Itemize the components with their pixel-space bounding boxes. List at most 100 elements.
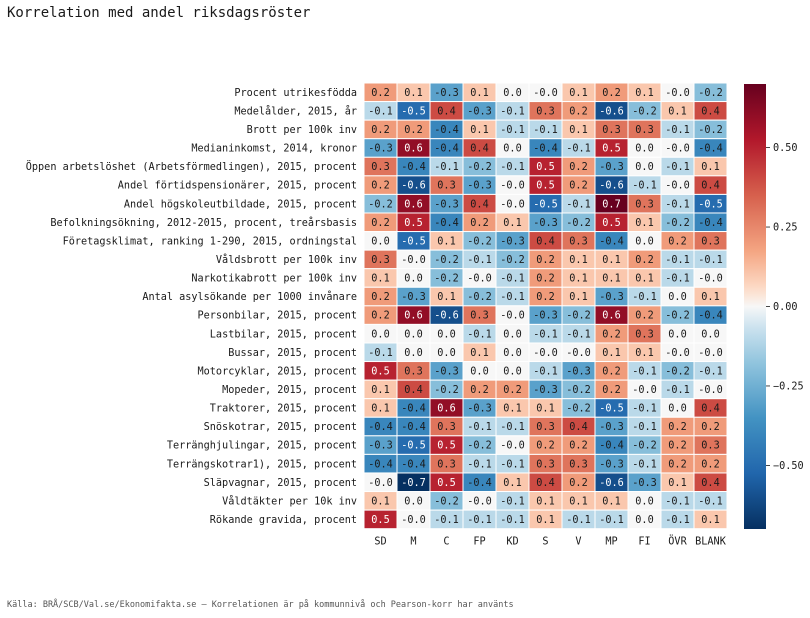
cell-value-label: -0.2	[566, 218, 591, 229]
row-label: Medelålder, 2015, år	[234, 104, 357, 117]
cell-value-label: -0.2	[566, 311, 591, 322]
cell-value-label: -0.1	[566, 515, 591, 526]
cell-value-label: -0.3	[401, 292, 426, 303]
cell-value-label: 0.4	[437, 106, 455, 117]
cell-value-label: 0.3	[635, 125, 653, 136]
cell-value-label: 0.2	[569, 106, 587, 117]
cell-value-label: 0.2	[371, 88, 389, 99]
row-label: Andel förtidspensionärer, 2015, procent	[118, 181, 357, 192]
cell-value-label: -0.4	[401, 422, 426, 433]
cell-value-label: -0.4	[599, 441, 624, 452]
cell-value-label: -0.3	[599, 422, 624, 433]
cell-value-label: 0.5	[437, 441, 455, 452]
cell-value-label: 0.2	[701, 422, 719, 433]
cell-value-label: 0.1	[701, 515, 719, 526]
cell-value-label: -0.0	[698, 385, 723, 396]
cell-value-label: 0.0	[668, 292, 686, 303]
cell-value-label: -0.1	[632, 181, 657, 192]
cell-value-label: -0.0	[500, 441, 525, 452]
cell-value-label: -0.3	[599, 459, 624, 470]
cell-value-label: 0.0	[635, 496, 653, 507]
cell-value-label: 0.3	[437, 459, 455, 470]
cell-value-label: -0.0	[665, 181, 690, 192]
colorbar: 0.50 0.25 0.00 −0.25 −0.50	[744, 84, 804, 529]
cell-value-label: -0.1	[632, 422, 657, 433]
cell-value-label: 0.6	[437, 404, 455, 415]
row-label: Rökande gravida, procent	[210, 515, 357, 526]
row-label: Befolkningsökning, 2012-2015, procent, t…	[50, 216, 357, 229]
cell-value-label: -0.3	[599, 292, 624, 303]
row-label: Bussar, 2015, procent	[228, 348, 357, 359]
cell-value-label: -0.1	[467, 422, 492, 433]
cell-value-label: -0.0	[533, 88, 558, 99]
cell-value-label: 0.2	[602, 329, 620, 340]
cell-value-label: 0.0	[668, 404, 686, 415]
cell-value-label: 0.0	[437, 348, 455, 359]
cell-value-label: -0.1	[368, 106, 393, 117]
column-label: BLANK	[695, 537, 727, 548]
cell-value-label: -0.2	[698, 125, 723, 136]
cell-value-label: 0.1	[635, 88, 653, 99]
cell-value-label: 0.3	[371, 255, 389, 266]
cell-value-label: 0.3	[635, 199, 653, 210]
cell-value-label: 0.6	[404, 311, 422, 322]
cell-value-label: 0.1	[569, 125, 587, 136]
cell-value-label: 0.2	[404, 125, 422, 136]
cell-value-label: 0.0	[404, 329, 422, 340]
cell-value-label: 0.0	[635, 515, 653, 526]
cell-value-label: -0.1	[533, 125, 558, 136]
cell-value-label: -0.3	[467, 404, 492, 415]
cell-value-label: -0.2	[368, 199, 393, 210]
column-label: FP	[473, 537, 485, 548]
row-label: Motorcyklar, 2015, procent	[198, 366, 357, 377]
cell-value-label: -0.4	[467, 478, 492, 489]
cell-value-label: 0.4	[701, 478, 719, 489]
cell-value-label: 0.1	[503, 478, 521, 489]
column-label: SD	[374, 537, 386, 548]
cell-value-label: 0.1	[470, 348, 488, 359]
row-label: Procent utrikesfödda	[234, 88, 357, 99]
cell-value-label: 0.2	[602, 385, 620, 396]
cell-value-label: -0.1	[566, 199, 591, 210]
cell-value-label: 0.2	[371, 181, 389, 192]
row-label: Brott per 100k inv	[247, 125, 357, 136]
cell-value-label: 0.0	[503, 366, 521, 377]
cell-value-label: -0.1	[533, 366, 558, 377]
column-label: M	[410, 537, 416, 548]
cell-value-label: -0.0	[500, 181, 525, 192]
cell-value-label: 0.2	[668, 422, 686, 433]
cell-value-label: -0.0	[368, 478, 393, 489]
cell-value-label: 0.2	[503, 385, 521, 396]
cell-value-label: -0.1	[698, 255, 723, 266]
cell-value-label: 0.2	[371, 311, 389, 322]
cell-value-label: -0.1	[599, 515, 624, 526]
cell-value-label: -0.4	[401, 459, 426, 470]
cell-value-label: -0.6	[599, 478, 624, 489]
cell-value-label: -0.2	[632, 106, 657, 117]
cell-value-label: -0.1	[566, 329, 591, 340]
cell-value-label: -0.2	[467, 441, 492, 452]
cell-value-label: -0.2	[665, 366, 690, 377]
cell-value-label: -0.1	[632, 459, 657, 470]
cell-value-label: -0.3	[368, 441, 393, 452]
cell-value-label: -0.1	[500, 496, 525, 507]
cell-value-label: 0.4	[701, 404, 719, 415]
cell-value-label: -0.5	[401, 106, 426, 117]
cell-value-label: 0.5	[404, 218, 422, 229]
row-label: Antal asylsökande per 1000 invånare	[142, 290, 357, 303]
cell-value-label: -0.3	[434, 366, 459, 377]
cell-value-label: -0.7	[401, 478, 426, 489]
cell-value-label: 0.5	[536, 181, 554, 192]
column-label: KD	[506, 537, 518, 548]
cell-value-label: -0.0	[401, 515, 426, 526]
cell-value-label: -0.2	[434, 385, 459, 396]
cell-value-label: 0.5	[536, 162, 554, 173]
cell-value-label: 0.0	[404, 348, 422, 359]
cell-value-label: 0.0	[503, 144, 521, 155]
cell-value-label: -0.3	[533, 385, 558, 396]
cell-value-label: 0.2	[536, 274, 554, 285]
cell-value-label: -0.2	[665, 218, 690, 229]
cell-value-label: 0.0	[701, 329, 719, 340]
cell-value-label: -0.4	[368, 422, 393, 433]
cell-value-label: 0.5	[602, 144, 620, 155]
